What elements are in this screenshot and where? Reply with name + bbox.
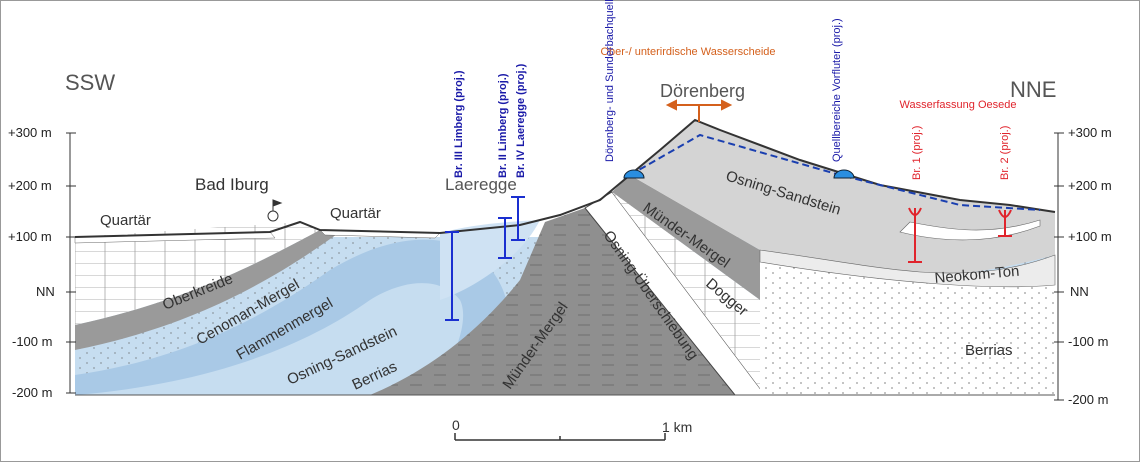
well-label: Br. 2 (proj.): [999, 126, 1011, 180]
cross-section: +300 m +200 m +100 m NN -100 m -200 m +3…: [0, 0, 1140, 462]
direction-left: SSW: [65, 70, 115, 95]
unit-label: Quartär: [100, 212, 151, 229]
elevation-label: -200 m: [12, 385, 52, 400]
unit-label: Berrias: [965, 342, 1013, 359]
spring-label: Quellbereiche Vorfluter (proj.): [831, 18, 843, 162]
elevation-label: +200 m: [1068, 178, 1112, 193]
well-label: Br. IV Laeregge (proj.): [515, 63, 527, 178]
elevation-label: -100 m: [1068, 334, 1108, 349]
place-label: Bad Iburg: [195, 175, 269, 194]
bad-iburg-marker: [268, 211, 278, 221]
elevation-label: -200 m: [1068, 392, 1108, 407]
direction-right: NNE: [1010, 77, 1056, 102]
elevation-label: NN: [36, 284, 55, 299]
scale-label: 0: [452, 417, 460, 433]
elevation-label: +100 m: [1068, 229, 1112, 244]
spring-label: Dörenberg- und Sunderbachquelle (proj.): [604, 0, 616, 162]
well-label: Br. II Limberg (proj.): [497, 73, 509, 178]
spring-label-text: Dörenberg- und Sunderbachquelle (proj.): [604, 0, 616, 162]
elevation-label: +200 m: [8, 178, 52, 193]
spring-label-text: Quellbereiche Vorfluter (proj.): [831, 18, 843, 162]
unit-label: Quartär: [330, 205, 381, 222]
well-label: Br. 1 (proj.): [911, 126, 923, 180]
annotation: Wasserfassung Oesede: [900, 99, 1017, 111]
elevation-label: -100 m: [12, 334, 52, 349]
scale-label: 1 km: [662, 419, 692, 435]
annotation: Ober-/ unterirdische Wasserscheide: [600, 46, 775, 58]
elevation-label: +300 m: [1068, 125, 1112, 140]
elevation-label: NN: [1070, 284, 1089, 299]
elevation-label: +100 m: [8, 229, 52, 244]
elevation-label: +300 m: [8, 125, 52, 140]
place-label: Dörenberg: [660, 81, 745, 101]
well-label: Br. III Limberg (proj.): [453, 70, 465, 178]
